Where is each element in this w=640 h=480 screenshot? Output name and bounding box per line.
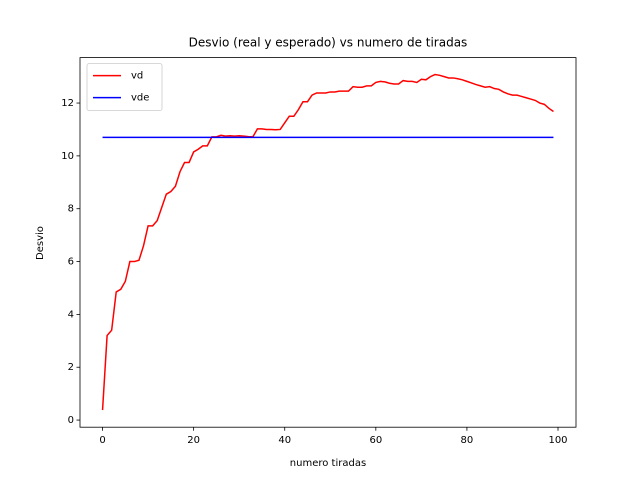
y-tick-label: 2 — [68, 362, 74, 373]
legend-label: vd — [131, 71, 143, 82]
x-tick-label: 0 — [99, 435, 105, 446]
x-tick-label: 20 — [187, 435, 200, 446]
x-axis-label: numero tiradas — [290, 458, 366, 469]
x-tick-label: 40 — [278, 435, 291, 446]
y-tick-label: 12 — [61, 98, 74, 109]
y-axis-label: Desvio — [35, 226, 46, 260]
chart-title: Desvio (real y esperado) vs numero de ti… — [189, 36, 468, 50]
legend-box — [86, 63, 163, 111]
y-tick-label: 4 — [68, 309, 74, 320]
y-tick-label: 10 — [61, 151, 74, 162]
y-tick-label: 8 — [68, 204, 74, 215]
plot-frame — [79, 57, 577, 428]
y-tick-label: 0 — [68, 415, 74, 426]
x-tick-label: 80 — [461, 435, 474, 446]
data-line — [101, 73, 554, 411]
legend-label: vde — [131, 93, 149, 104]
y-tick-label: 6 — [68, 257, 74, 268]
x-tick-label: 60 — [369, 435, 382, 446]
x-tick-label: 100 — [548, 435, 567, 446]
